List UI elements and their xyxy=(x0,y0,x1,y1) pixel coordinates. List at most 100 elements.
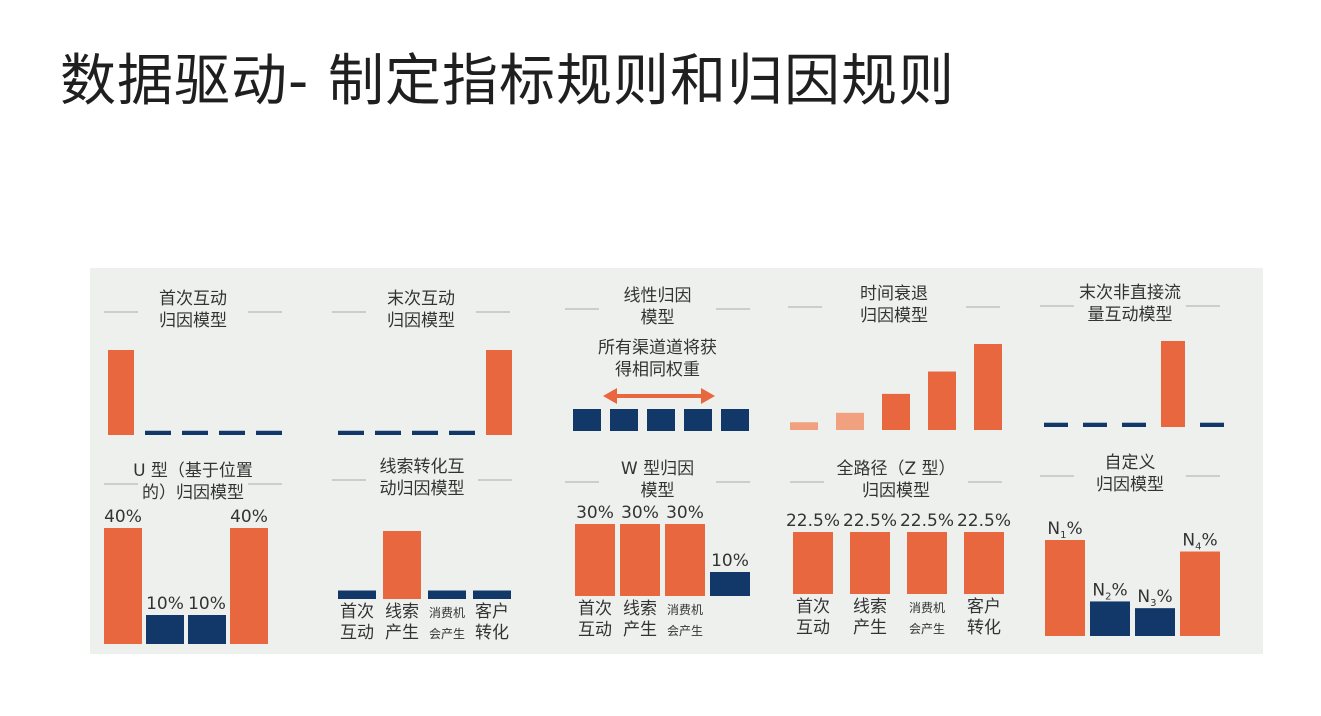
label-suffix: % xyxy=(1111,580,1127,600)
panel-annotation-line: 得相同权重 xyxy=(615,360,700,380)
bar xyxy=(230,528,268,644)
panel-title-line: 线性归因 xyxy=(624,286,692,306)
bar-category-label: 转化 xyxy=(475,623,509,643)
bar xyxy=(486,350,512,435)
bar xyxy=(620,524,660,596)
panel-title-line: 末次非直接流 xyxy=(1079,283,1181,303)
panel-title-line: 模型 xyxy=(641,308,675,328)
bar-value-label: 30% xyxy=(621,503,659,523)
bar xyxy=(338,430,364,435)
bar xyxy=(1135,608,1175,636)
bar-category-label: 线索 xyxy=(623,599,657,619)
panel-title-line: 归因模型 xyxy=(862,481,930,501)
bar-value-label: 10% xyxy=(188,594,226,614)
bar xyxy=(974,344,1002,430)
bar-category-label: 转化 xyxy=(967,618,1001,638)
label-main: N xyxy=(1182,531,1195,551)
bar-category-label: 首次 xyxy=(340,602,374,622)
bar-value-label: 22.5% xyxy=(843,511,897,531)
equal-weight-arrow-head-left xyxy=(603,388,617,404)
panel-title-line: 量互动模型 xyxy=(1088,305,1173,325)
bar xyxy=(182,430,208,435)
bar xyxy=(104,528,142,644)
bar-category-label: 产生 xyxy=(853,618,887,638)
bar-value-label: N4% xyxy=(1182,531,1217,553)
bar-value-label: 22.5% xyxy=(786,511,840,531)
bar-value-label: 30% xyxy=(576,503,614,523)
bar xyxy=(1044,422,1068,427)
panel-annotation-line: 所有渠道道将获 xyxy=(598,338,717,358)
bar xyxy=(882,393,910,430)
bar-value-label: 10% xyxy=(711,551,749,571)
slide-title: 数据驱动- 制定指标规则和归因规则 xyxy=(60,49,956,114)
bar-category-label: 首次 xyxy=(796,597,830,617)
bar xyxy=(219,430,245,435)
label-subscript: 3 xyxy=(1150,598,1156,609)
bar xyxy=(665,524,705,596)
bar xyxy=(428,590,466,599)
bar xyxy=(383,531,421,599)
bar xyxy=(721,409,749,431)
label-main: N xyxy=(1092,580,1105,600)
panel-title-line: 归因模型 xyxy=(860,306,928,326)
panel-title-line: 自定义 xyxy=(1105,453,1156,473)
bar xyxy=(575,524,615,596)
panel-title-line: 归因模型 xyxy=(159,311,227,331)
bar xyxy=(449,430,475,435)
bar-value-label: N2% xyxy=(1092,580,1127,602)
bar xyxy=(1045,540,1085,636)
bar-value-label: 22.5% xyxy=(900,511,954,531)
panel-title-line: W 型归因 xyxy=(621,459,694,479)
attribution-models-svg: 首次互动归因模型末次互动归因模型线性归因模型所有渠道道将获得相同权重时间衰退归因… xyxy=(104,283,1224,644)
bar xyxy=(964,532,1004,594)
bar-value-label: 10% xyxy=(146,594,184,614)
bar xyxy=(850,532,890,594)
bar xyxy=(412,430,438,435)
bar xyxy=(1090,601,1130,636)
bar-category-label: 会产生 xyxy=(909,622,945,636)
label-suffix: % xyxy=(1201,531,1217,551)
bar-category-label: 消费机 xyxy=(909,601,945,615)
panel-title-line: 末次互动 xyxy=(387,289,455,309)
bar xyxy=(647,409,675,431)
bar xyxy=(188,615,226,644)
bar xyxy=(375,430,401,435)
bar-category-label: 客户 xyxy=(967,597,1001,617)
bar-category-label: 产生 xyxy=(623,620,657,640)
label-subscript: 4 xyxy=(1195,542,1201,553)
bar xyxy=(1161,341,1185,427)
bar-category-label: 互动 xyxy=(796,618,830,638)
bar xyxy=(790,422,818,430)
label-main: N xyxy=(1137,587,1150,607)
label-subscript: 1 xyxy=(1060,530,1066,541)
bar xyxy=(1200,422,1224,427)
equal-weight-arrow-head-right xyxy=(701,388,715,404)
panel-title-line: U 型（基于位置 xyxy=(133,461,253,481)
bar-category-label: 消费机 xyxy=(667,603,703,617)
bar xyxy=(610,409,638,431)
bar xyxy=(1083,422,1107,427)
bar xyxy=(928,371,956,430)
panel-title-line: 模型 xyxy=(641,481,675,501)
label-suffix: % xyxy=(1066,519,1082,539)
bar xyxy=(256,430,282,435)
panel-title-line: 动归因模型 xyxy=(380,479,465,499)
bar-category-label: 互动 xyxy=(578,620,612,640)
bar-category-label: 会产生 xyxy=(429,627,465,641)
bar-category-label: 产生 xyxy=(385,623,419,643)
panel-title-line: 归因模型 xyxy=(387,311,455,331)
panel-title-line: 的）归因模型 xyxy=(142,483,244,503)
bar xyxy=(146,615,184,644)
bar-value-label: 22.5% xyxy=(957,511,1011,531)
bar-value-label: N3% xyxy=(1137,587,1172,609)
